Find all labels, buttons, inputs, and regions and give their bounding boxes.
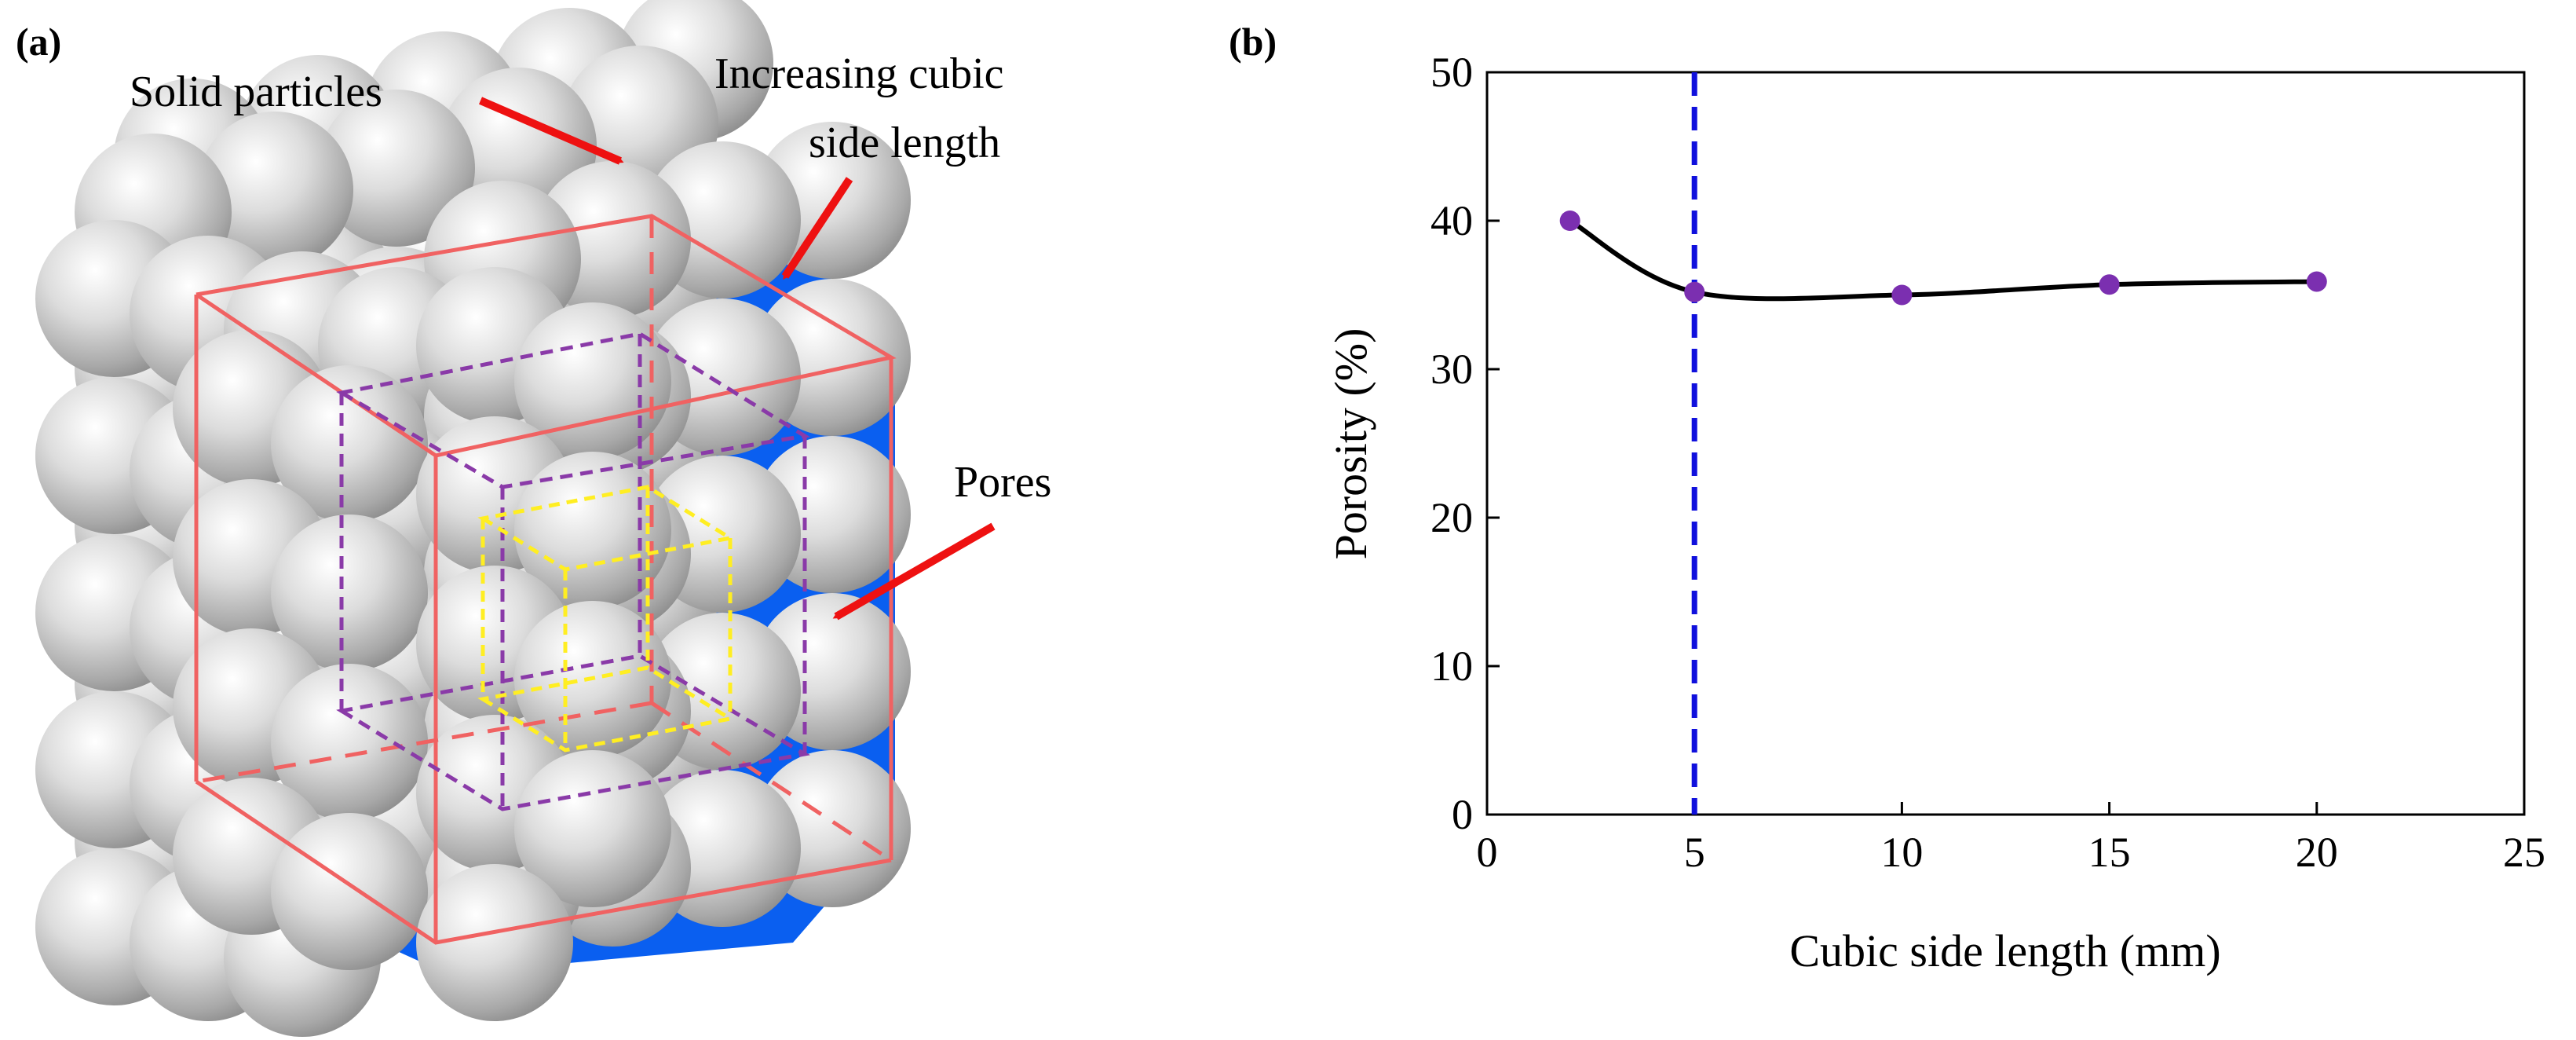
x-tick-label: 5 xyxy=(1684,829,1705,876)
annotation-arrows xyxy=(479,97,996,621)
solid-particles-label: Solid particles xyxy=(130,68,382,116)
y-tick-label: 40 xyxy=(1431,197,1473,244)
x-tick-label: 0 xyxy=(1477,829,1498,876)
plot-area xyxy=(1485,71,2526,816)
outer-cube-bottom-edges xyxy=(195,779,892,945)
sphere xyxy=(514,750,671,907)
y-tick-label: 10 xyxy=(1431,643,1473,690)
y-tick-label: 50 xyxy=(1431,49,1473,96)
middle-cube xyxy=(336,331,811,811)
sphere xyxy=(271,515,428,672)
x-tick-label: 25 xyxy=(2503,829,2545,876)
panel-a: (a) xyxy=(16,0,1095,1037)
porosity-curve xyxy=(1569,218,2317,302)
x-axis-title: Cubic side length (mm) xyxy=(1789,925,2220,976)
y-axis-title: Porosity (%) xyxy=(1325,328,1376,560)
sphere xyxy=(196,112,353,269)
outer-cube-hidden-edge xyxy=(650,701,893,862)
panel-b-label: (b) xyxy=(1229,20,1277,64)
inner-cube xyxy=(477,485,736,753)
outer-cube-hidden-edge xyxy=(195,701,652,784)
data-point xyxy=(1684,281,1705,302)
y-axis: 0 10 20 30 40 50 xyxy=(1431,49,1500,838)
pores-arrow xyxy=(832,522,996,621)
y-tick-label: 30 xyxy=(1431,346,1473,393)
sphere xyxy=(318,90,475,247)
y-tick-label: 20 xyxy=(1431,494,1473,541)
data-point xyxy=(2306,271,2327,292)
solid-particles-arrow xyxy=(479,97,624,165)
sphere xyxy=(271,813,428,970)
sphere xyxy=(271,365,428,522)
data-point xyxy=(2099,274,2120,295)
increasing-length-arrow xyxy=(781,177,853,280)
panel-b: (b) 0 10 20 30 40 50 0 5 10 15 20 25 Cubic side le… xyxy=(1229,20,2545,976)
x-tick-label: 10 xyxy=(1880,829,1923,876)
data-point xyxy=(1559,211,1580,231)
sphere xyxy=(514,452,671,609)
sphere xyxy=(514,302,671,460)
data-point xyxy=(1891,284,1913,306)
increasing-length-label-line2: side length xyxy=(809,119,1000,167)
outer-cube xyxy=(194,214,897,945)
x-tick-label: 20 xyxy=(2296,829,2338,876)
y-tick-label: 0 xyxy=(1452,791,1473,838)
pores-label: Pores xyxy=(954,458,1051,507)
x-tick-label: 15 xyxy=(2088,829,2131,876)
pores-label-backdrop xyxy=(938,444,1095,522)
x-axis: 0 5 10 15 20 25 xyxy=(1477,802,2545,876)
sphere xyxy=(416,864,573,1021)
data-points xyxy=(1559,211,2327,306)
increasing-length-label-line1: Increasing cubic xyxy=(714,49,1003,98)
panel-a-label: (a) xyxy=(16,20,61,64)
